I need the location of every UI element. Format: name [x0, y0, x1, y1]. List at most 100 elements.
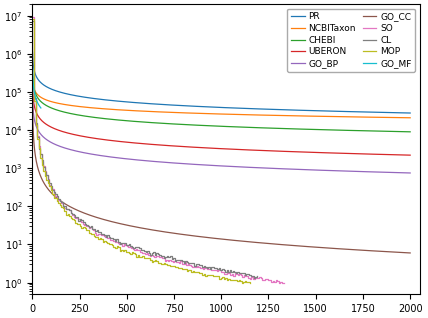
CHEBI: [327, 128, 333, 132]
UBERON: [30, 82, 35, 86]
NCBITaxon: [397, 116, 402, 120]
UBERON: [407, 153, 413, 157]
CHEBI: [397, 130, 402, 134]
CL: [155, 252, 160, 255]
GO_MF: [35, 101, 40, 105]
GO_BP: [327, 169, 333, 172]
GO_CC: [49, 191, 54, 195]
CL: [218, 266, 223, 270]
GO_CC: [396, 251, 401, 254]
GO_MF: [31, 82, 36, 86]
SO: [278, 281, 283, 285]
CL: [132, 246, 137, 250]
UBERON: [397, 153, 402, 157]
GO_MF: [34, 99, 39, 103]
PR: [49, 87, 54, 91]
MOP: [183, 267, 188, 271]
GO_MF: [38, 105, 43, 109]
GO_MF: [35, 100, 40, 104]
GO_MF: [36, 103, 42, 107]
GO_MF: [36, 102, 41, 106]
Line: NCBITaxon: NCBITaxon: [33, 77, 410, 118]
Line: GO_CC: GO_CC: [33, 100, 410, 253]
GO_CC: [204, 235, 209, 239]
GO_MF: [37, 104, 42, 108]
Line: UBERON: UBERON: [33, 84, 410, 155]
GO_MF: [35, 100, 40, 104]
GO_BP: [30, 94, 35, 98]
GO_MF: [34, 98, 39, 102]
GO_MF: [37, 105, 42, 108]
GO_MF: [37, 104, 42, 108]
GO_CC: [327, 246, 333, 250]
CHEBI: [204, 124, 209, 128]
GO_MF: [32, 89, 37, 93]
NCBITaxon: [327, 114, 333, 118]
GO_MF: [34, 98, 39, 102]
Line: GO_MF: GO_MF: [33, 67, 41, 108]
GO_MF: [32, 92, 37, 96]
CL: [215, 266, 220, 270]
Line: SO: SO: [33, 17, 284, 283]
PR: [204, 105, 209, 109]
UBERON: [204, 146, 209, 150]
SO: [281, 281, 286, 285]
GO_MF: [38, 106, 43, 109]
GO_BP: [204, 163, 209, 167]
PR: [397, 111, 402, 115]
GO_CC: [214, 237, 219, 240]
UBERON: [214, 147, 219, 150]
GO_MF: [38, 106, 43, 110]
GO_MF: [32, 93, 37, 96]
PR: [327, 109, 333, 113]
GO_MF: [38, 105, 43, 109]
SO: [156, 254, 161, 258]
GO_MF: [33, 97, 39, 101]
GO_MF: [34, 99, 39, 103]
GO_MF: [30, 65, 35, 69]
GO_MF: [30, 80, 36, 84]
GO_MF: [30, 73, 36, 76]
GO_CC: [407, 251, 413, 255]
CHEBI: [30, 69, 35, 73]
MOP: [141, 254, 146, 258]
MOP: [67, 214, 72, 218]
CL: [255, 274, 260, 278]
GO_BP: [396, 171, 401, 175]
GO_MF: [36, 103, 42, 107]
GO_MF: [38, 106, 43, 110]
NCBITaxon: [30, 75, 35, 79]
MOP: [166, 263, 171, 267]
CHEBI: [407, 130, 413, 134]
PR: [407, 111, 413, 115]
GO_MF: [31, 86, 36, 90]
NCBITaxon: [204, 112, 209, 115]
SO: [71, 213, 76, 217]
GO_MF: [32, 90, 37, 94]
GO_CC: [30, 99, 35, 102]
GO_MF: [33, 97, 39, 100]
GO_BP: [49, 141, 54, 145]
MOP: [129, 251, 134, 254]
GO_BP: [214, 164, 219, 168]
CHEBI: [214, 124, 219, 128]
PR: [214, 105, 219, 109]
CHEBI: [49, 106, 54, 110]
SO: [215, 268, 220, 272]
MOP: [247, 281, 252, 285]
CHEBI: [396, 130, 401, 134]
CL: [141, 248, 146, 252]
GO_MF: [36, 103, 41, 107]
Line: PR: PR: [33, 52, 410, 113]
GO_MF: [37, 105, 42, 108]
PR: [396, 111, 401, 115]
UBERON: [327, 151, 333, 155]
NCBITaxon: [49, 100, 54, 104]
GO_BP: [397, 171, 402, 175]
GO_MF: [33, 96, 38, 100]
GO_MF: [35, 101, 40, 105]
Line: CL: CL: [33, 21, 257, 278]
Line: MOP: MOP: [33, 19, 250, 283]
SO: [30, 15, 35, 18]
GO_MF: [31, 84, 36, 88]
